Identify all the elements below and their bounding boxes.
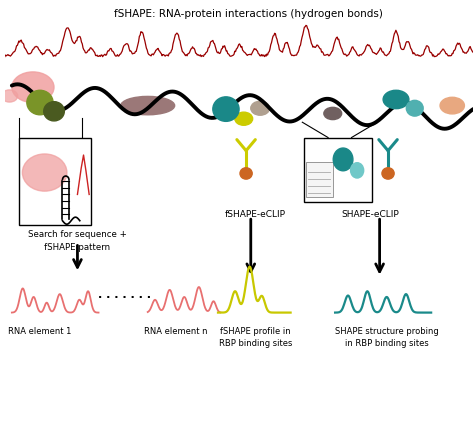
Text: RNA element n: RNA element n bbox=[144, 326, 208, 335]
Circle shape bbox=[27, 91, 53, 116]
Bar bbox=[19, 138, 91, 226]
Ellipse shape bbox=[251, 102, 270, 116]
Bar bbox=[306, 162, 333, 197]
Ellipse shape bbox=[351, 163, 364, 179]
Text: · · · · · · ·: · · · · · · · bbox=[98, 293, 151, 303]
Ellipse shape bbox=[324, 108, 342, 120]
Circle shape bbox=[382, 168, 394, 180]
Ellipse shape bbox=[12, 73, 54, 103]
Ellipse shape bbox=[22, 155, 67, 192]
Ellipse shape bbox=[383, 91, 409, 110]
Text: Search for sequence +
fSHAPE pattern: Search for sequence + fSHAPE pattern bbox=[28, 230, 127, 251]
Ellipse shape bbox=[121, 97, 174, 116]
Circle shape bbox=[213, 98, 239, 122]
Text: SHAPE structure probing
in RBP binding sites: SHAPE structure probing in RBP binding s… bbox=[335, 326, 438, 347]
Bar bbox=[304, 139, 372, 202]
Circle shape bbox=[406, 101, 423, 117]
Ellipse shape bbox=[440, 98, 465, 115]
Ellipse shape bbox=[1, 91, 18, 103]
Text: fSHAPE profile in
RBP binding sites: fSHAPE profile in RBP binding sites bbox=[219, 326, 292, 347]
Ellipse shape bbox=[235, 113, 253, 126]
Text: fSHAPE-eCLIP: fSHAPE-eCLIP bbox=[225, 209, 286, 219]
Circle shape bbox=[240, 168, 252, 180]
Text: SHAPE-eCLIP: SHAPE-eCLIP bbox=[341, 209, 399, 219]
Circle shape bbox=[44, 102, 64, 122]
Ellipse shape bbox=[333, 149, 353, 171]
Text: fSHAPE: RNA-protein interactions (hydrogen bonds): fSHAPE: RNA-protein interactions (hydrog… bbox=[114, 9, 383, 18]
Text: RNA element 1: RNA element 1 bbox=[8, 326, 72, 335]
